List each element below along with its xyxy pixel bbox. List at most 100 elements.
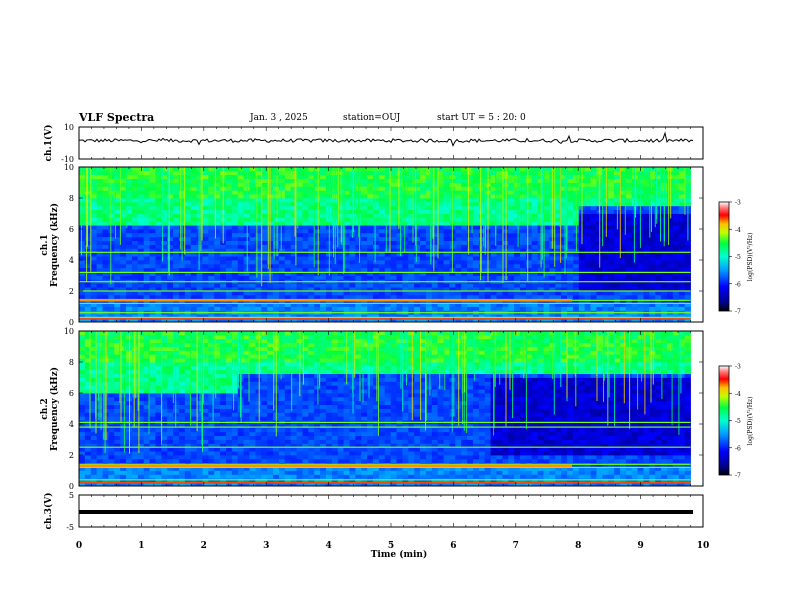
spectrogram-cell <box>296 213 303 218</box>
spectrogram-cell <box>296 229 303 234</box>
spectrogram-cell <box>173 221 180 226</box>
spectrogram-cell <box>490 225 497 230</box>
spectrogram-cell <box>284 217 292 222</box>
spectrogram-cell <box>402 306 409 311</box>
spectrogram-cell <box>131 385 139 390</box>
spectrogram-cell <box>431 318 439 323</box>
spectrogram-cell <box>643 260 650 265</box>
spectrogram-cell <box>143 354 150 359</box>
spectrogram-cell <box>261 267 268 273</box>
spectrogram-cell <box>302 186 309 191</box>
spectrogram-cell <box>249 302 256 307</box>
spectrogram-cell <box>226 291 233 296</box>
spectrogram-cell <box>637 294 644 300</box>
spectrogram-cell <box>402 263 409 269</box>
spectrogram-cell <box>102 482 109 487</box>
spectrogram-cell <box>308 294 315 300</box>
spectrogram-cell <box>178 306 186 311</box>
spectrogram-cell <box>214 318 221 323</box>
spectrogram-cell <box>155 365 162 371</box>
spectrogram-cell <box>525 221 533 226</box>
spectrogram-cell <box>378 291 386 296</box>
spectrogram-cell <box>79 443 86 448</box>
spectrogram-cell <box>79 350 86 355</box>
spectrogram-cell <box>202 275 209 280</box>
spectrogram-cell <box>384 256 392 261</box>
spectrogram-cell <box>643 294 650 300</box>
spectrogram-sferic <box>487 167 489 282</box>
spectrogram-cell <box>184 225 192 230</box>
spectrogram-cell <box>155 404 162 409</box>
spectrogram-cell <box>396 225 403 230</box>
spectrogram-cell <box>96 271 103 276</box>
spectrogram-cell <box>396 229 403 234</box>
spectrogram-cell <box>508 194 515 199</box>
spectrogram-cell <box>214 267 221 273</box>
spectrogram-cell <box>126 287 133 292</box>
spectrogram-cell <box>396 248 403 253</box>
spectrogram-cell <box>390 244 397 249</box>
spectrogram-cell <box>408 240 415 245</box>
spectrogram-cell <box>678 182 686 187</box>
spectrogram-cell <box>178 287 186 292</box>
spectrogram-cell <box>490 252 497 257</box>
spectrogram-cell <box>84 458 92 464</box>
spectrogram-cell <box>226 225 233 230</box>
spectrogram-cell <box>490 174 497 180</box>
spectrogram-cell <box>296 236 303 242</box>
spectrogram-cell <box>79 346 86 351</box>
spectrogram-cell <box>208 267 215 273</box>
spectrogram-cell <box>79 365 86 371</box>
spectrogram-cell <box>90 365 98 371</box>
spectrogram-cell <box>614 229 621 234</box>
spectrogram-cell <box>314 240 321 245</box>
spectrogram-cell <box>108 385 115 390</box>
spectrogram-cell <box>302 182 309 187</box>
spectrogram-cell <box>202 205 209 211</box>
spectrogram-cell <box>261 170 268 176</box>
spectrogram-cell <box>408 252 415 257</box>
spectrogram-cell <box>155 205 162 211</box>
spectrogram-cell <box>173 338 180 344</box>
spectrogram-cell <box>625 201 633 207</box>
spectrogram-cell <box>90 362 98 367</box>
spectrogram-sferic <box>660 167 661 242</box>
spectrogram-cell <box>396 244 403 249</box>
spectrogram-sferic <box>295 167 297 266</box>
spectrogram-cell <box>584 209 591 214</box>
spectrogram-cell <box>373 221 380 226</box>
spectrogram-cell <box>420 314 427 319</box>
spectrogram-cell <box>173 267 180 273</box>
spectrogram-cell <box>226 240 233 245</box>
spectrogram-cell <box>478 260 486 265</box>
spectrogram-cell <box>302 291 309 296</box>
spectrogram-cell <box>525 236 533 242</box>
spectrogram-cell <box>608 170 615 176</box>
spectrogram-cell <box>584 229 591 234</box>
spectrogram-cell <box>396 198 403 203</box>
spectrogram-cell <box>514 221 521 226</box>
spectrogram-cell <box>102 275 109 280</box>
spectrogram-cell <box>514 275 521 280</box>
spectrogram-cell <box>472 167 480 172</box>
spectrogram-cell <box>608 291 615 296</box>
spectrogram-cell <box>449 283 456 288</box>
spectrogram-cell <box>514 174 521 180</box>
spectrogram-cell <box>131 244 139 249</box>
spectrogram-cell <box>149 252 156 257</box>
spectrogram-cell <box>296 240 303 245</box>
spectrogram-cell <box>602 283 609 288</box>
spectrogram-cell <box>202 260 209 265</box>
spectrogram-cell <box>143 209 150 214</box>
spectrogram-cell <box>120 174 127 180</box>
spectrogram-cell <box>472 318 480 323</box>
spectrogram-cell <box>184 201 192 207</box>
spectrogram-cell <box>90 213 98 218</box>
spectrogram-cell <box>278 201 286 207</box>
spectrogram-cell <box>608 294 615 300</box>
spectrogram-cell <box>672 244 680 249</box>
spectrogram-cell <box>255 229 262 234</box>
spectrogram-cell <box>155 354 162 359</box>
spectrogram-cell <box>120 474 127 479</box>
spectrogram-cell <box>167 362 174 367</box>
